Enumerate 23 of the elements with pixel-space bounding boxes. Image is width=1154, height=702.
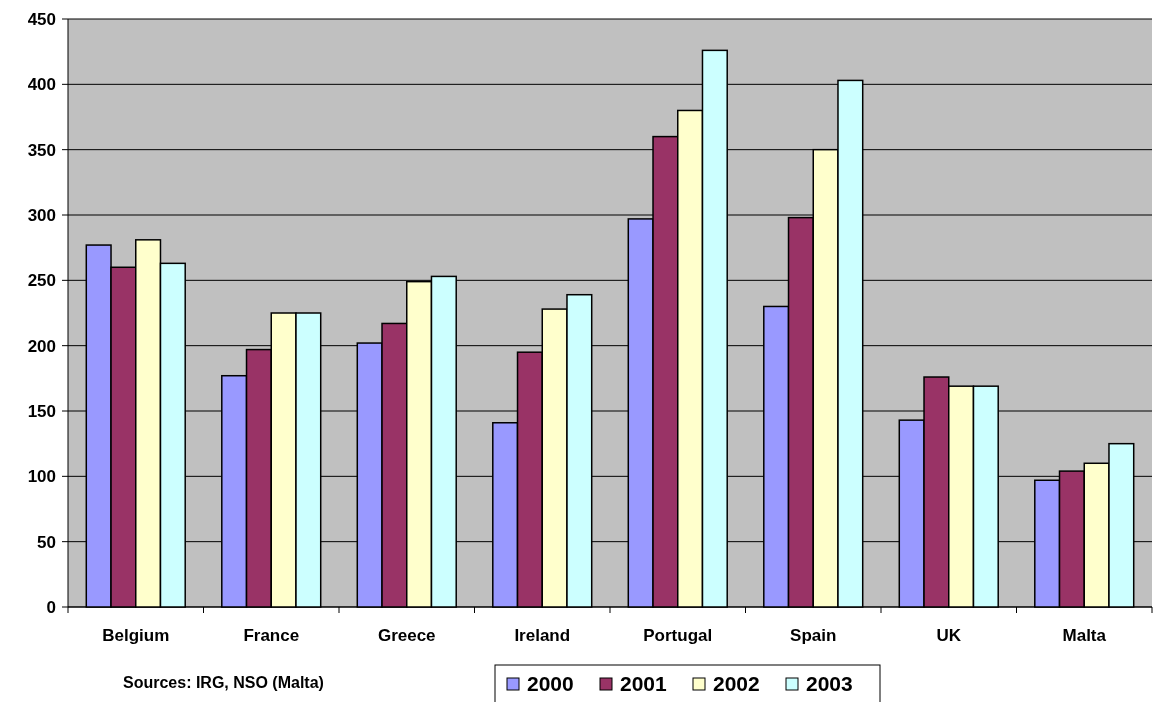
x-tick-label: Belgium bbox=[102, 626, 170, 645]
x-tick-label: UK bbox=[936, 626, 962, 645]
y-tick-label: 50 bbox=[37, 532, 56, 552]
x-tick-label: Malta bbox=[1062, 626, 1107, 645]
legend-label: 2001 bbox=[620, 672, 668, 695]
source-note: Sources: IRG, NSO (Malta) bbox=[123, 674, 324, 691]
x-tick-label: Greece bbox=[377, 626, 436, 645]
y-tick-label: 450 bbox=[27, 9, 56, 29]
y-tick-label: 200 bbox=[27, 336, 56, 356]
y-tick-label: 0 bbox=[46, 597, 56, 617]
x-tick-label: Spain bbox=[790, 626, 837, 645]
x-tick-label: France bbox=[243, 626, 300, 645]
y-tick-label: 100 bbox=[27, 467, 56, 487]
x-tick-label: Ireland bbox=[514, 626, 571, 645]
y-tick-label: 400 bbox=[27, 75, 56, 95]
legend-label: 2002 bbox=[713, 672, 760, 695]
y-tick-label: 300 bbox=[27, 205, 56, 225]
x-tick-label: Portugal bbox=[643, 626, 713, 645]
y-tick-label: 250 bbox=[27, 271, 56, 291]
legend-label: 2003 bbox=[806, 672, 853, 695]
legend-label: 2000 bbox=[527, 672, 574, 695]
y-tick-label: 350 bbox=[27, 140, 56, 160]
y-tick-label: 150 bbox=[27, 401, 56, 421]
